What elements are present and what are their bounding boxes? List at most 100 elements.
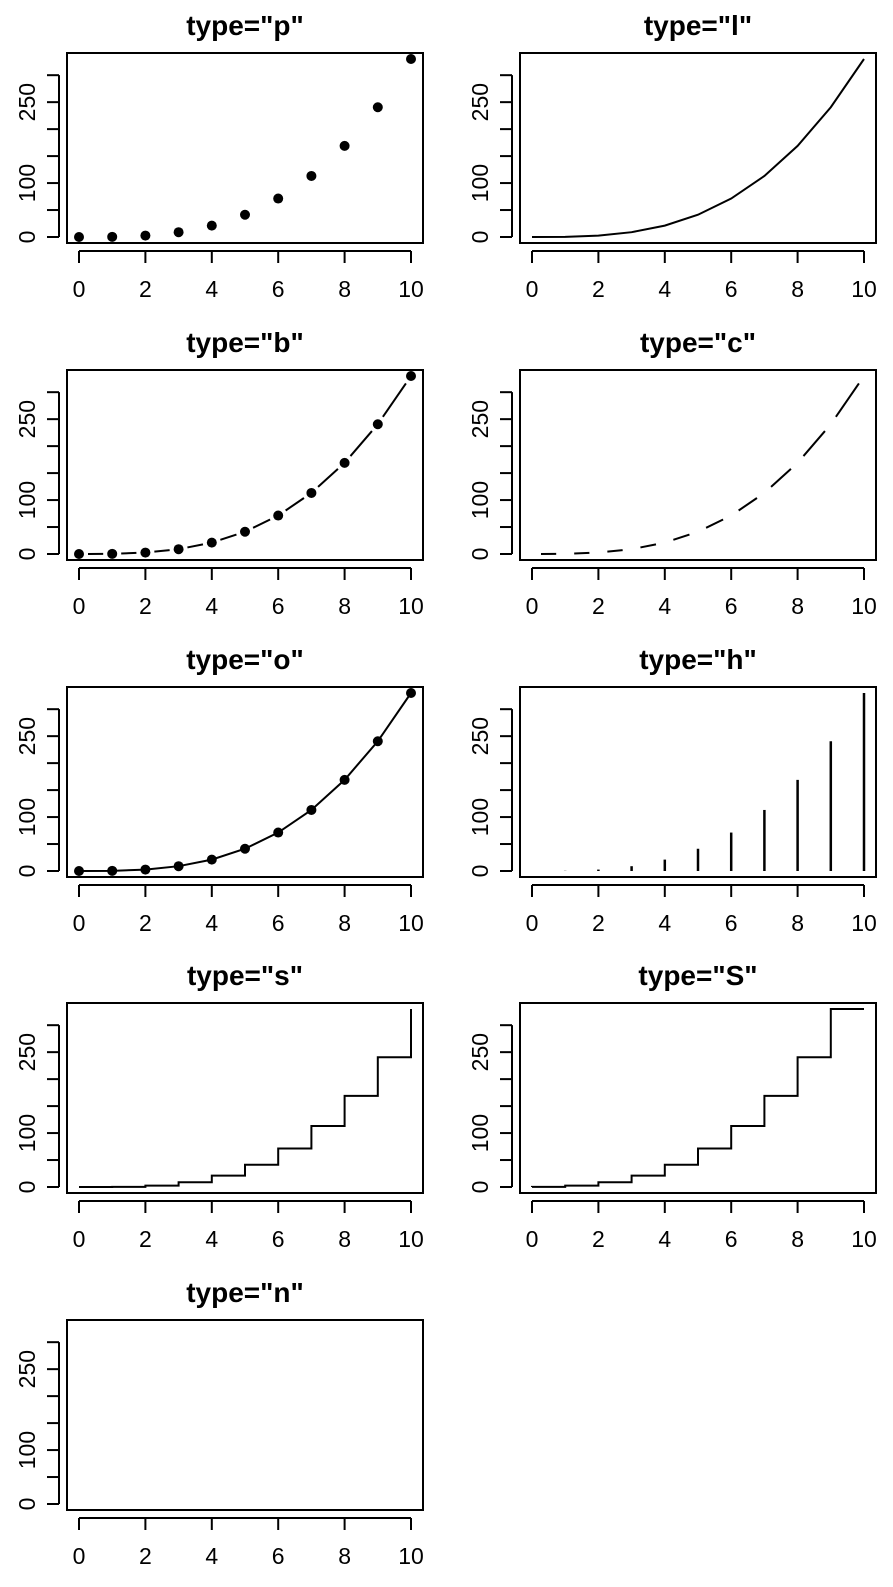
y-tick-label: 100 xyxy=(14,1114,40,1152)
y-tick-label: 0 xyxy=(467,231,493,244)
data-point xyxy=(306,170,317,181)
x-tick-label: 4 xyxy=(205,1226,218,1252)
plot-frame xyxy=(519,369,877,561)
data-point xyxy=(273,827,284,838)
x-tick-label: 0 xyxy=(73,276,86,302)
y-tick-label: 0 xyxy=(467,1181,493,1194)
chart-title: type="c" xyxy=(640,327,756,358)
series-segment xyxy=(121,551,137,555)
series-segment xyxy=(187,543,204,549)
y-tick-label: 250 xyxy=(14,83,40,121)
x-tick-label: 4 xyxy=(658,276,671,302)
x-tick-label: 8 xyxy=(338,276,351,302)
data-point xyxy=(173,227,184,238)
data-point xyxy=(339,140,350,151)
plot-frame xyxy=(519,52,877,244)
chart-title: type="h" xyxy=(639,644,757,675)
y-tick-label: 250 xyxy=(14,1350,40,1388)
data-point xyxy=(306,804,317,815)
x-tick-label: 6 xyxy=(272,910,285,936)
data-point xyxy=(372,736,383,747)
data-point xyxy=(372,419,383,430)
y-tick-label: 250 xyxy=(467,83,493,121)
series-segment xyxy=(252,518,271,529)
x-tick-label: 2 xyxy=(592,1226,605,1252)
x-tick-label: 10 xyxy=(851,910,877,936)
series-segment xyxy=(349,430,373,457)
chart-title: type="p" xyxy=(186,10,304,41)
chart-title: type="S" xyxy=(638,960,757,991)
x-tick-label: 10 xyxy=(398,276,424,302)
x-tick-label: 0 xyxy=(73,1543,86,1569)
data-point xyxy=(372,102,383,113)
series-segment xyxy=(673,533,690,541)
plot-frame xyxy=(66,369,424,561)
data-point xyxy=(107,231,118,242)
series-segment xyxy=(154,549,170,553)
x-tick-label: 6 xyxy=(272,1543,285,1569)
x-tick-label: 8 xyxy=(338,1543,351,1569)
data-point xyxy=(74,866,84,876)
x-tick-label: 0 xyxy=(526,593,539,619)
data-point xyxy=(107,865,118,876)
y-tick-label: 100 xyxy=(14,1431,40,1469)
chart-title: type="b" xyxy=(186,327,304,358)
y-tick-label: 250 xyxy=(467,717,493,755)
y-tick-label: 100 xyxy=(14,481,40,519)
chart-title: type="n" xyxy=(186,1277,304,1308)
x-tick-label: 4 xyxy=(205,276,218,302)
y-tick-label: 100 xyxy=(467,481,493,519)
plot-frame xyxy=(519,686,877,878)
x-tick-label: 2 xyxy=(592,593,605,619)
plot-frame xyxy=(66,1002,424,1194)
y-tick-label: 0 xyxy=(14,1181,40,1194)
x-tick-label: 6 xyxy=(725,276,738,302)
plot-frame xyxy=(519,1002,877,1194)
plot-frame xyxy=(66,52,424,244)
x-tick-label: 10 xyxy=(398,910,424,936)
y-tick-label: 250 xyxy=(467,400,493,438)
x-tick-label: 8 xyxy=(338,910,351,936)
y-tick-label: 0 xyxy=(14,1498,40,1511)
data-point xyxy=(206,854,217,865)
y-tick-label: 100 xyxy=(14,798,40,836)
series-segment xyxy=(220,533,237,541)
data-point xyxy=(74,549,84,559)
data-point xyxy=(273,193,284,204)
series-segment xyxy=(574,551,590,555)
series-step xyxy=(531,1008,864,1188)
x-tick-label: 6 xyxy=(272,276,285,302)
x-tick-label: 8 xyxy=(791,910,804,936)
x-tick-label: 4 xyxy=(658,910,671,936)
x-tick-label: 6 xyxy=(272,1226,285,1252)
data-point xyxy=(240,526,250,537)
data-point xyxy=(140,547,151,558)
x-tick-label: 0 xyxy=(73,593,86,619)
data-point xyxy=(406,54,416,64)
data-point xyxy=(206,537,217,548)
y-tick-label: 100 xyxy=(467,798,493,836)
x-tick-label: 6 xyxy=(272,593,285,619)
series-segment xyxy=(705,518,724,529)
data-point xyxy=(406,371,416,381)
chart-title: type="o" xyxy=(186,644,304,675)
series-segment xyxy=(285,497,305,512)
series-segment xyxy=(640,543,657,549)
x-tick-label: 8 xyxy=(791,593,804,619)
x-tick-label: 10 xyxy=(398,1543,424,1569)
series-segment xyxy=(738,497,758,512)
data-point xyxy=(173,544,184,555)
x-tick-label: 10 xyxy=(851,593,877,619)
data-point xyxy=(107,548,118,559)
x-tick-label: 4 xyxy=(205,1543,218,1569)
x-tick-label: 6 xyxy=(725,1226,738,1252)
y-tick-label: 100 xyxy=(467,164,493,202)
x-tick-label: 10 xyxy=(851,276,877,302)
